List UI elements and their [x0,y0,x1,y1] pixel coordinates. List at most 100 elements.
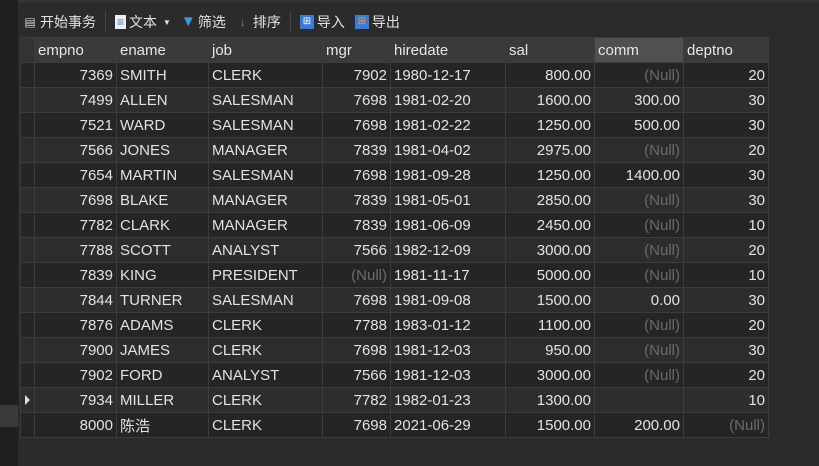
cell-hiredate[interactable]: 1981-05-01 [390,187,506,213]
cell-deptno[interactable]: 30 [683,112,769,138]
export-button[interactable]: ⊞ 导出 [350,12,405,32]
cell-empno[interactable]: 7499 [34,87,117,113]
cell-ename[interactable]: ADAMS [116,312,209,338]
row-indicator[interactable] [20,212,35,238]
cell-sal[interactable]: 5000.00 [505,262,595,288]
cell-hiredate[interactable]: 1983-01-12 [390,312,506,338]
cell-empno[interactable]: 7900 [34,337,117,363]
cell-sal[interactable]: 1250.00 [505,162,595,188]
cell-mgr[interactable]: 7566 [322,362,391,388]
cell-job[interactable]: MANAGER [208,137,323,163]
cell-hiredate[interactable]: 1981-12-03 [390,362,506,388]
column-header-sal[interactable]: sal [505,37,595,63]
column-header-hiredate[interactable]: hiredate [390,37,506,63]
cell-hiredate[interactable]: 1982-12-09 [390,237,506,263]
cell-job[interactable]: MANAGER [208,212,323,238]
cell-deptno[interactable]: 20 [683,362,769,388]
cell-comm[interactable]: (Null) [594,362,684,388]
cell-mgr[interactable]: 7839 [322,212,391,238]
table-row[interactable]: 8000 陈浩 CLERK 7698 2021-06-29 1500.00 200.00 (N… [20,412,769,438]
table-row[interactable]: 7369 SMITH CLERK 7902 1980-12-17 800.00 (Null)… [20,62,769,88]
cell-hiredate[interactable]: 1982-01-23 [390,387,506,413]
column-header-ename[interactable]: ename [116,37,209,63]
cell-comm[interactable]: (Null) [594,262,684,288]
cell-job[interactable]: CLERK [208,387,323,413]
cell-sal[interactable]: 1600.00 [505,87,595,113]
cell-job[interactable]: CLERK [208,62,323,88]
cell-job[interactable]: SALESMAN [208,87,323,113]
scrollbar-thumb[interactable] [0,405,18,427]
cell-mgr[interactable]: 7698 [322,87,391,113]
cell-mgr[interactable]: 7839 [322,187,391,213]
cell-mgr[interactable]: 7698 [322,112,391,138]
row-indicator[interactable] [20,387,35,413]
column-header-job[interactable]: job [208,37,323,63]
cell-job[interactable]: CLERK [208,312,323,338]
row-indicator[interactable] [20,62,35,88]
table-row[interactable]: 7698 BLAKE MANAGER 7839 1981-05-01 2850.00 (Nu… [20,187,769,213]
cell-comm[interactable]: 0.00 [594,287,684,313]
cell-hiredate[interactable]: 1980-12-17 [390,62,506,88]
cell-comm[interactable]: (Null) [594,312,684,338]
cell-mgr[interactable]: 7782 [322,387,391,413]
cell-empno[interactable]: 7839 [34,262,117,288]
cell-empno[interactable]: 7782 [34,212,117,238]
cell-sal[interactable]: 3000.00 [505,362,595,388]
cell-sal[interactable]: 2850.00 [505,187,595,213]
cell-empno[interactable]: 7566 [34,137,117,163]
table-row[interactable]: 7876 ADAMS CLERK 7788 1983-01-12 1100.00 (Null… [20,312,769,338]
cell-job[interactable]: SALESMAN [208,162,323,188]
cell-comm[interactable]: (Null) [594,137,684,163]
cell-mgr[interactable]: 7698 [322,162,391,188]
row-indicator[interactable] [20,162,35,188]
cell-deptno[interactable]: 30 [683,337,769,363]
cell-deptno[interactable]: 20 [683,312,769,338]
cell-deptno[interactable]: 20 [683,62,769,88]
cell-job[interactable]: CLERK [208,412,323,438]
begin-transaction-button[interactable]: ▤ 开始事务 [24,14,96,30]
cell-deptno[interactable]: 30 [683,187,769,213]
table-row[interactable]: 7782 CLARK MANAGER 7839 1981-06-09 2450.00 (Nu… [20,212,769,238]
table-row[interactable]: 7499 ALLEN SALESMAN 7698 1981-02-20 1600.00 30… [20,87,769,113]
cell-deptno[interactable]: 10 [683,212,769,238]
cell-empno[interactable]: 7902 [34,362,117,388]
cell-ename[interactable]: JONES [116,137,209,163]
cell-ename[interactable]: JAMES [116,337,209,363]
cell-sal[interactable]: 2975.00 [505,137,595,163]
row-indicator[interactable] [20,187,35,213]
cell-empno[interactable]: 7934 [34,387,117,413]
row-indicator[interactable] [20,362,35,388]
cell-mgr[interactable]: 7698 [322,412,391,438]
sort-button[interactable]: ↓ 排序 [231,12,286,32]
cell-sal[interactable]: 1100.00 [505,312,595,338]
cell-ename[interactable]: SCOTT [116,237,209,263]
cell-mgr[interactable]: 7698 [322,287,391,313]
row-indicator[interactable] [20,262,35,288]
cell-job[interactable]: CLERK [208,337,323,363]
cell-sal[interactable]: 1300.00 [505,387,595,413]
cell-hiredate[interactable]: 1981-11-17 [390,262,506,288]
cell-deptno[interactable]: 30 [683,87,769,113]
import-button[interactable]: ⊞ 导入 [295,12,350,32]
row-indicator[interactable] [20,287,35,313]
cell-job[interactable]: SALESMAN [208,287,323,313]
row-indicator[interactable] [20,87,35,113]
cell-deptno[interactable]: 20 [683,137,769,163]
cell-deptno[interactable]: 20 [683,237,769,263]
table-row[interactable]: 7839 KING PRESIDENT (Null) 1981-11-17 5000.00… [20,262,769,288]
cell-ename[interactable]: SMITH [116,62,209,88]
cell-ename[interactable]: MARTIN [116,162,209,188]
cell-empno[interactable]: 8000 [34,412,117,438]
cell-job[interactable]: ANALYST [208,237,323,263]
row-indicator[interactable] [20,312,35,338]
cell-hiredate[interactable]: 2021-06-29 [390,412,506,438]
row-indicator[interactable] [20,412,35,438]
cell-empno[interactable]: 7876 [34,312,117,338]
cell-ename[interactable]: KING [116,262,209,288]
cell-mgr[interactable]: 7788 [322,312,391,338]
cell-hiredate[interactable]: 1981-09-08 [390,287,506,313]
cell-deptno[interactable]: 30 [683,162,769,188]
cell-hiredate[interactable]: 1981-09-28 [390,162,506,188]
cell-ename[interactable]: FORD [116,362,209,388]
column-header-comm[interactable]: comm [594,37,684,63]
